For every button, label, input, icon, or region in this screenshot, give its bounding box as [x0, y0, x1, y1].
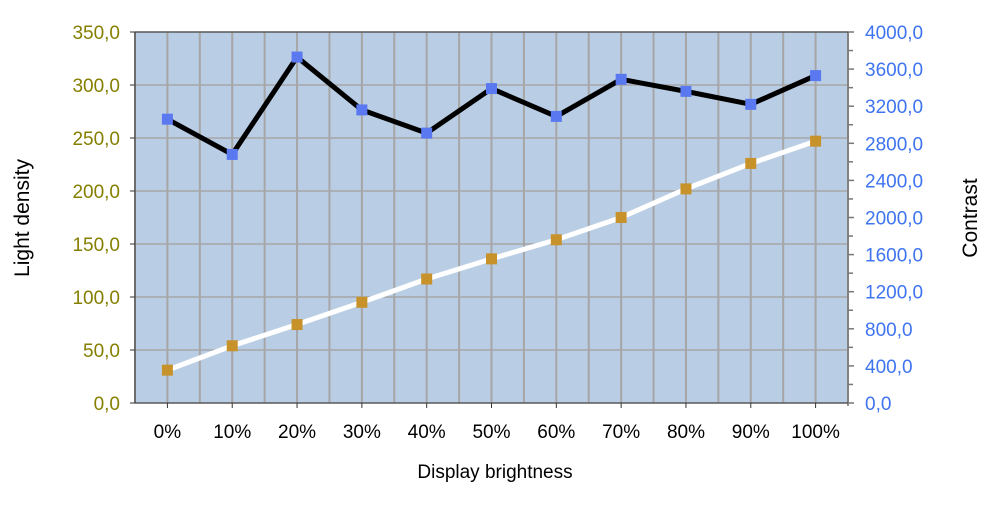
- left-axis-title: Light density: [11, 159, 34, 277]
- data-point-contrast: [291, 51, 303, 63]
- data-point-light-density: [680, 183, 692, 195]
- data-point-contrast: [161, 113, 173, 125]
- data-point-light-density: [421, 273, 433, 285]
- data-point-contrast: [356, 104, 368, 116]
- x-axis-tick-label: 40%: [408, 422, 446, 443]
- data-point-contrast: [810, 70, 822, 82]
- x-axis-tick-label: 0%: [154, 422, 182, 443]
- data-point-light-density: [550, 234, 562, 246]
- right-axis-tick-label: 1600,0: [865, 246, 923, 267]
- x-axis-tick-label: 70%: [602, 422, 640, 443]
- data-point-contrast: [680, 85, 692, 97]
- right-axis-title: Contrast: [959, 178, 982, 258]
- data-point-contrast: [486, 83, 497, 95]
- right-axis-tick-label: 4000,0: [865, 23, 923, 44]
- left-axis-tick-label: 200,0: [72, 182, 120, 203]
- data-point-light-density: [356, 296, 368, 308]
- right-axis-tick-label: 1200,0: [865, 283, 923, 304]
- x-axis-title: Display brightness: [417, 462, 572, 483]
- x-axis-tick-label: 80%: [667, 422, 705, 443]
- data-point-light-density: [745, 157, 757, 169]
- right-axis-tick-label: 2000,0: [865, 209, 923, 230]
- left-axis-tick-label: 150,0: [72, 235, 120, 256]
- data-point-light-density: [161, 364, 173, 376]
- left-axis-tick-label: 250,0: [72, 129, 120, 150]
- data-point-contrast: [615, 73, 627, 85]
- axes: 0,0 50,0 100,0 150,0 200,0 250,0 300,0 350,0 0,0…: [72, 23, 923, 443]
- x-axis-tick-label: 90%: [732, 422, 770, 443]
- left-axis-tick-label: 50,0: [83, 341, 120, 362]
- series-marks: [161, 51, 822, 376]
- x-axis-tick-label: 60%: [537, 422, 575, 443]
- data-point-light-density: [810, 135, 822, 147]
- data-point-light-density: [486, 253, 497, 265]
- data-point-contrast: [226, 148, 238, 160]
- right-axis-tick-label: 0,0: [865, 394, 891, 415]
- right-axis-tick-label: 3200,0: [865, 97, 923, 118]
- right-axis-tick-label: 2800,0: [865, 134, 923, 155]
- data-point-light-density: [291, 319, 303, 331]
- data-point-contrast: [550, 110, 562, 122]
- right-axis-tick-label: 2400,0: [865, 171, 923, 192]
- x-axis-tick-label: 20%: [278, 422, 316, 443]
- data-point-contrast: [421, 127, 433, 139]
- left-axis-tick-label: 300,0: [72, 76, 120, 97]
- left-axis-tick-label: 100,0: [72, 288, 120, 309]
- right-axis-tick-label: 800,0: [865, 320, 913, 341]
- right-axis-tick-label: 400,0: [865, 357, 913, 378]
- left-axis-tick-label: 350,0: [72, 23, 120, 44]
- x-axis-tick-label: 50%: [472, 422, 510, 443]
- x-axis-tick-label: 30%: [343, 422, 381, 443]
- gridlines: [134, 31, 849, 404]
- data-point-light-density: [615, 212, 627, 223]
- x-axis-tick-label: 100%: [791, 422, 840, 443]
- data-point-light-density: [226, 340, 238, 352]
- data-point-contrast: [745, 98, 757, 110]
- left-axis-tick-label: 0,0: [94, 394, 120, 415]
- x-axis-tick-label: 10%: [213, 422, 251, 443]
- right-axis-tick-label: 3600,0: [865, 60, 923, 81]
